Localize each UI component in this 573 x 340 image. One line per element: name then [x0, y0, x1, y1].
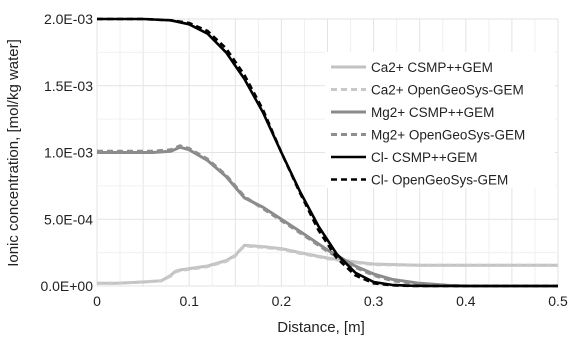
x-axis-ticks: 0 0.1 0.2 0.3 0.4 0.5 [93, 293, 568, 309]
legend-background [325, 52, 555, 188]
y-tick-label: 0.0E+00 [40, 278, 93, 294]
legend-label: Mg2+ OpenGeoSys-GEM [371, 128, 525, 143]
x-tick-label: 0 [93, 293, 101, 309]
x-tick-label: 0.5 [548, 293, 568, 309]
series-line-6 [97, 17, 558, 288]
legend-label: Ca2+ OpenGeoSys-GEM [371, 83, 524, 98]
x-axis-label: Distance, [m] [277, 319, 365, 336]
y-tick-label: 1.0E-03 [44, 145, 93, 161]
y-tick-label: 2.0E-03 [44, 11, 93, 27]
y-axis-ticks: 0.0E+00 5.0E-04 1.0E-03 1.5E-03 2.0E-03 [40, 11, 93, 294]
x-tick-label: 0.4 [456, 293, 476, 309]
x-tick-label: 0.1 [179, 293, 199, 309]
y-tick-label: 5.0E-04 [44, 211, 93, 227]
legend: Ca2+ CSMP++GEM Ca2+ OpenGeoSys-GEM Mg2+ CS… [325, 52, 555, 188]
x-tick-label: 0.3 [364, 293, 384, 309]
legend-label: Cl- OpenGeoSys-GEM [371, 173, 508, 188]
x-tick-label: 0.2 [272, 293, 292, 309]
legend-label: Ca2+ CSMP++GEM [371, 60, 493, 75]
legend-label: Mg2+ CSMP++GEM [371, 105, 494, 120]
y-tick-label: 1.5E-03 [44, 78, 93, 94]
series-lines [97, 17, 558, 288]
series-line-2 [97, 244, 558, 285]
y-axis-label: Ionic concentration, [mol/kg water] [5, 39, 22, 267]
legend-label: Cl- CSMP++GEM [371, 150, 478, 165]
